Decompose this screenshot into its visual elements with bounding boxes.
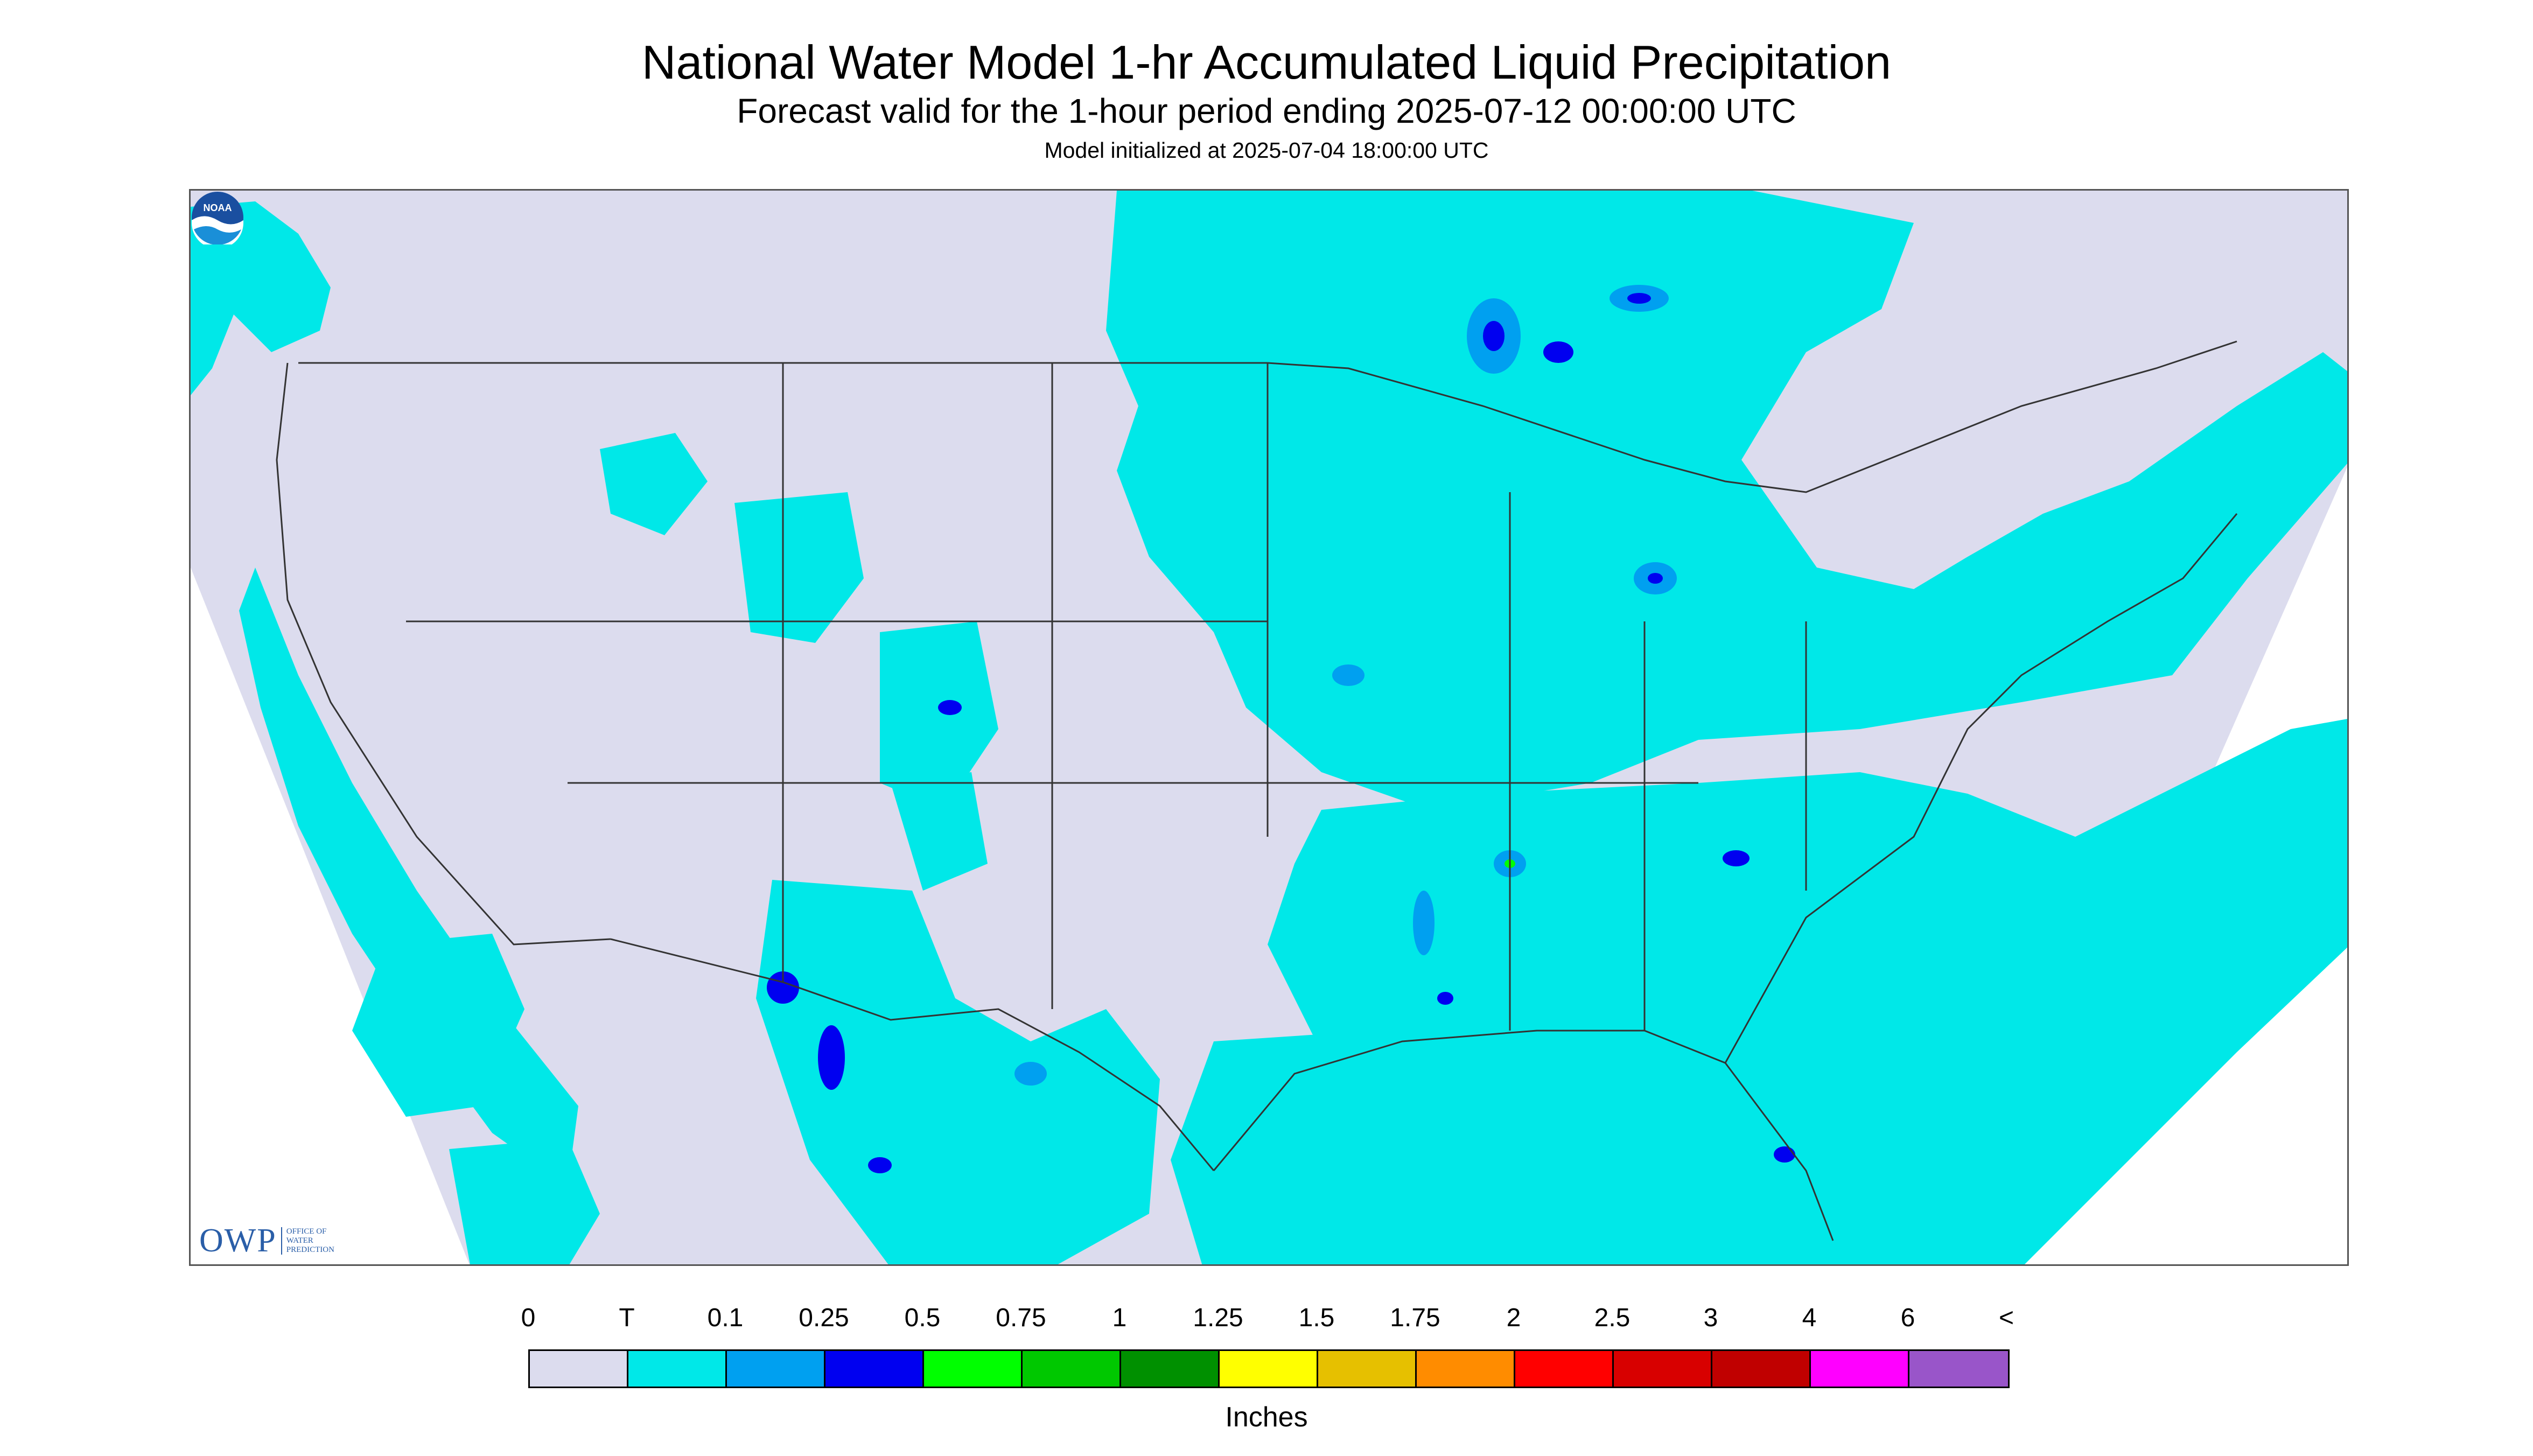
- legend-label: 0.1: [707, 1304, 744, 1332]
- legend-swatch: [1515, 1351, 1614, 1387]
- precip-cell: [1413, 891, 1435, 955]
- legend-swatch: [1712, 1351, 1811, 1387]
- legend-swatch: [1909, 1351, 2008, 1387]
- legend-swatch: [924, 1351, 1023, 1387]
- precip-cell: [1723, 850, 1750, 866]
- domain-mask-left: [191, 568, 470, 1264]
- legend-swatch: [825, 1351, 924, 1387]
- owp-logo-text: OWP: [199, 1222, 277, 1259]
- legend-label: 0.5: [904, 1304, 941, 1332]
- model-init-time: Model initialized at 2025-07-04 18:00:00…: [1044, 138, 1489, 163]
- gulf-coast-line: [1213, 1030, 1834, 1241]
- legend-label: 0: [521, 1304, 536, 1332]
- legend-swatch: [628, 1351, 727, 1387]
- legend-label: 2.5: [1594, 1304, 1631, 1332]
- east-coast-line: [1724, 513, 2238, 1063]
- trace-precip-regions: [191, 191, 2347, 1264]
- legend-label: 1.75: [1390, 1304, 1440, 1332]
- southwest-precip: [756, 880, 1160, 1264]
- map-title: National Water Model 1-hr Accumulated Li…: [641, 36, 1892, 89]
- map-graphic: [191, 191, 2347, 1264]
- legend-label: 1: [1112, 1304, 1127, 1332]
- upper-midwest-precip: [1106, 191, 2347, 810]
- legend-label: <: [1998, 1304, 2014, 1332]
- legend-label: 1.5: [1298, 1304, 1335, 1332]
- legend-label: 3: [1703, 1304, 1718, 1332]
- legend-label: 1.25: [1193, 1304, 1243, 1332]
- noaa-logo: NOAA: [192, 192, 243, 244]
- legend-label: 4: [1802, 1304, 1817, 1332]
- baja-precip: [449, 1138, 600, 1264]
- legend-swatch: [1417, 1351, 1515, 1387]
- legend-swatch: [1220, 1351, 1318, 1387]
- colorado-precip: [880, 621, 998, 810]
- precip-cell: [1014, 1062, 1047, 1086]
- new-mexico-precip: [891, 772, 988, 891]
- precip-cell: [1543, 341, 1573, 363]
- northwest-coast-precip: [191, 201, 331, 395]
- legend-swatch: [727, 1351, 825, 1387]
- owp-logo-subtext: OFFICE OF WATER PREDICTION: [281, 1227, 334, 1255]
- legend-swatch: [1614, 1351, 1712, 1387]
- legend-swatch: [1811, 1351, 1909, 1387]
- precip-cell: [1483, 321, 1505, 351]
- legend-label: 6: [1900, 1304, 1915, 1332]
- map-subtitle: Forecast valid for the 1-hour period end…: [737, 92, 1796, 130]
- precip-cell: [1437, 992, 1453, 1005]
- precip-cell: [1774, 1146, 1795, 1163]
- owp-logo: OWP OFFICE OF WATER PREDICTION: [199, 1222, 334, 1260]
- precip-cell: [818, 1025, 845, 1090]
- precipitation-map: OWP OFFICE OF WATER PREDICTION NOAA: [189, 189, 2349, 1266]
- owp-sub-line: PREDICTION: [286, 1245, 334, 1254]
- svg-text:NOAA: NOAA: [204, 202, 232, 213]
- boundary-lines: [276, 340, 2238, 1241]
- legend-units: Inches: [1225, 1402, 1308, 1433]
- legend-swatch: [1121, 1351, 1220, 1387]
- gulf-precip: [1171, 1031, 1429, 1264]
- southeast-precip: [1268, 719, 2347, 1264]
- west-coast-line: [276, 362, 611, 946]
- precip-cell: [868, 1157, 892, 1173]
- precip-cell: [1627, 293, 1651, 304]
- legend-swatch: [530, 1351, 628, 1387]
- heavier-precip-cells: [767, 285, 1795, 1173]
- precip-cell: [1648, 573, 1663, 584]
- legend-label: T: [619, 1304, 635, 1332]
- legend-label: 0.25: [799, 1304, 849, 1332]
- legend-label: 2: [1506, 1304, 1521, 1332]
- us-canada-border: [298, 340, 2237, 493]
- owp-sub-line: WATER: [286, 1236, 313, 1245]
- legend-swatch: [1023, 1351, 1121, 1387]
- owp-sub-line: OFFICE OF: [286, 1227, 327, 1236]
- precip-cell: [1332, 664, 1365, 686]
- legend-label: 0.75: [996, 1304, 1046, 1332]
- wyoming-precip: [734, 492, 864, 643]
- northern-rockies-precip: [600, 433, 708, 535]
- legend-colorbar: [528, 1349, 2010, 1388]
- pacific-offshore-precip: [352, 934, 524, 1117]
- precip-cell: [938, 700, 962, 715]
- legend-labels: 0 T 0.1 0.25 0.5 0.75 1 1.25 1.5 1.75 2 2.5 3 4 6 <: [0, 1303, 2533, 1335]
- legend-swatch: [1318, 1351, 1417, 1387]
